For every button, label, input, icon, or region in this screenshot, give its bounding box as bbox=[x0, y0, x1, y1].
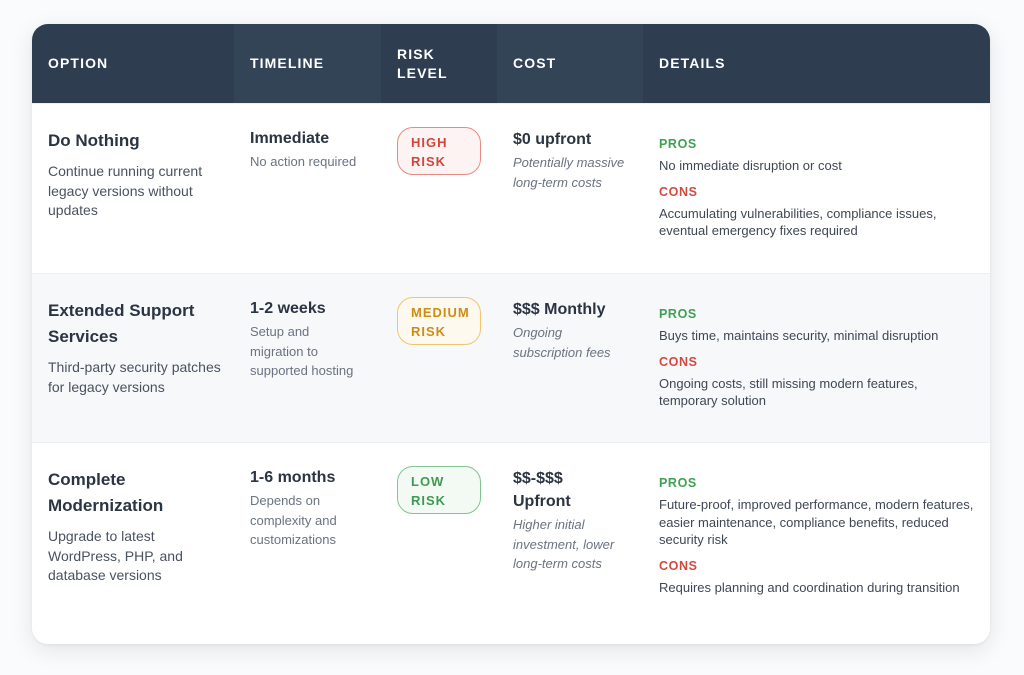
cons-label: CONS bbox=[659, 558, 698, 573]
header-details: DETAILS bbox=[659, 55, 726, 71]
timeline-note: Setup and migration to supported hosting bbox=[250, 324, 354, 378]
timeline-cell: Immediate No action required bbox=[234, 104, 381, 273]
cost-value: $0 upfront bbox=[513, 131, 592, 148]
option-title: Complete Modernization bbox=[48, 470, 164, 515]
table-row: Do Nothing Continue running current lega… bbox=[32, 103, 990, 273]
timeline-value: 1-6 months bbox=[250, 469, 336, 486]
option-cell: Extended Support Services Third-party se… bbox=[32, 274, 234, 442]
pros-label: PROS bbox=[659, 476, 697, 490]
cost-cell: $$$ Monthly Ongoing subscription fees bbox=[497, 274, 643, 442]
timeline-cell: 1-2 weeks Setup and migration to support… bbox=[234, 274, 381, 442]
option-description: Third-party security patches for legacy … bbox=[48, 359, 221, 395]
header-cost: COST bbox=[497, 24, 643, 103]
header-timeline: TIMELINE bbox=[234, 24, 381, 103]
cost-cell: $0 upfront Potentially massive long-term… bbox=[497, 104, 643, 273]
details-cell: PROS No immediate disruption or cost CON… bbox=[643, 104, 990, 273]
table-header: OPTION TIMELINE RISK LEVEL COST DETAILS bbox=[32, 24, 990, 103]
cons-text: Accumulating vulnerabilities, compliance… bbox=[659, 205, 937, 239]
cost-value: $$-$$$ Upfront bbox=[513, 470, 571, 510]
header-risk-level-label: RISK LEVEL bbox=[397, 45, 448, 81]
risk-badge-medium: MEDIUM RISK bbox=[397, 297, 481, 345]
risk-cell: HIGH RISK bbox=[381, 104, 497, 273]
header-option: OPTION bbox=[48, 55, 109, 71]
comparison-table: OPTION TIMELINE RISK LEVEL COST DETAILS … bbox=[32, 24, 990, 644]
timeline-value: 1-2 weeks bbox=[250, 300, 326, 317]
details-cell: PROS Future-proof, improved performance,… bbox=[643, 443, 990, 644]
cost-note: Higher initial investment, lower long-te… bbox=[513, 517, 615, 571]
cost-cell: $$-$$$ Upfront Higher initial investment… bbox=[497, 443, 643, 644]
option-cell: Do Nothing Continue running current lega… bbox=[32, 104, 234, 273]
timeline-cell: 1-6 months Depends on complexity and cus… bbox=[234, 443, 381, 644]
table-row: Complete Modernization Upgrade to latest… bbox=[32, 442, 990, 644]
details-cell: PROS Buys time, maintains security, mini… bbox=[643, 274, 990, 442]
pros-text: Future-proof, improved performance, mode… bbox=[659, 497, 974, 547]
option-description: Continue running current legacy versions… bbox=[48, 163, 203, 218]
risk-badge-high: HIGH RISK bbox=[397, 127, 481, 175]
pros-text: No immediate disruption or cost bbox=[659, 158, 842, 173]
cons-text: Requires planning and coordination durin… bbox=[659, 579, 960, 595]
table-row: Extended Support Services Third-party se… bbox=[32, 273, 990, 442]
risk-cell: LOW RISK bbox=[381, 443, 497, 644]
cons-label: CONS bbox=[659, 354, 698, 369]
pros-label: PROS bbox=[659, 307, 697, 321]
header-risk-level: RISK LEVEL bbox=[381, 24, 497, 103]
cost-note: Potentially massive long-term costs bbox=[513, 155, 625, 190]
option-description: Upgrade to latest WordPress, PHP, and da… bbox=[48, 528, 183, 583]
timeline-note: No action required bbox=[250, 154, 357, 169]
option-cell: Complete Modernization Upgrade to latest… bbox=[32, 443, 234, 644]
option-title: Do Nothing bbox=[48, 131, 140, 150]
risk-badge-low: LOW RISK bbox=[397, 466, 481, 514]
pros-text: Buys time, maintains security, minimal d… bbox=[659, 328, 939, 343]
risk-cell: MEDIUM RISK bbox=[381, 274, 497, 442]
cons-text: Ongoing costs, still missing modern feat… bbox=[659, 375, 918, 409]
cost-value: $$$ Monthly bbox=[513, 301, 606, 318]
option-title: Extended Support Services bbox=[48, 301, 195, 346]
timeline-note: Depends on complexity and customizations bbox=[250, 493, 337, 547]
cons-label: CONS bbox=[659, 184, 698, 199]
timeline-value: Immediate bbox=[250, 130, 330, 147]
cost-note: Ongoing subscription fees bbox=[513, 325, 611, 360]
pros-label: PROS bbox=[659, 137, 697, 151]
